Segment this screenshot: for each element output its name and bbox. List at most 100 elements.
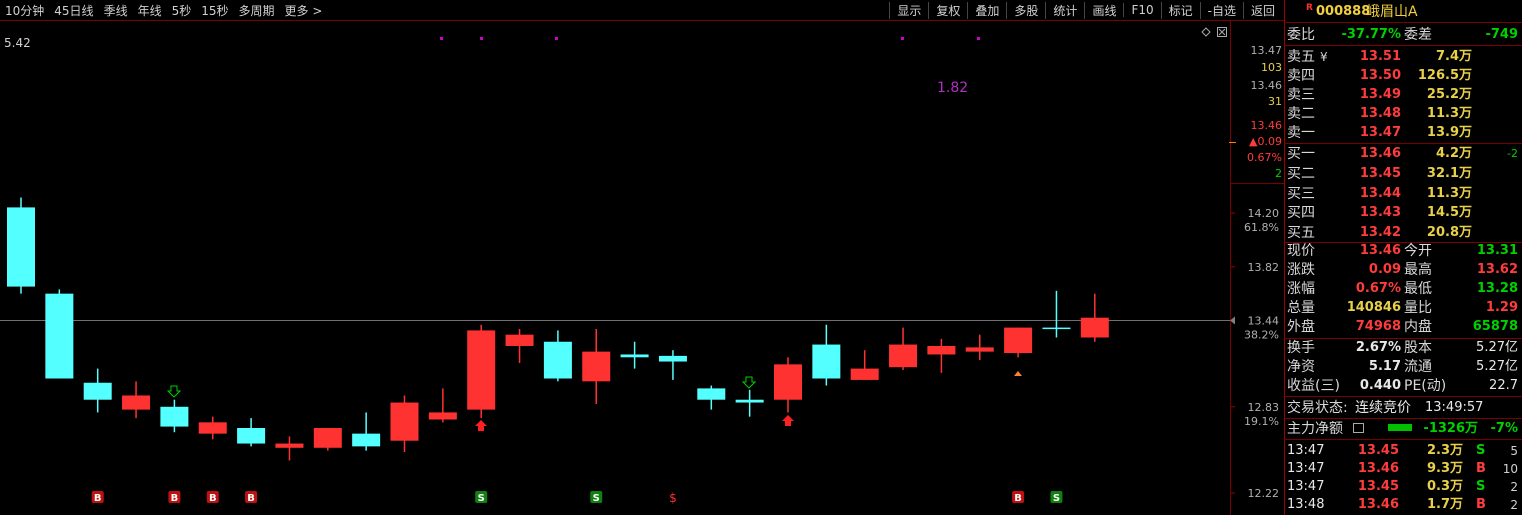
toolbar-button[interactable]: 统计	[1045, 1, 1084, 19]
value: 0.440	[1359, 378, 1401, 393]
signal-label: B	[94, 493, 102, 504]
toolbar-button[interactable]: 画线	[1084, 1, 1123, 19]
signal-label: B	[1014, 493, 1022, 504]
trade-count: 10	[1502, 462, 1518, 476]
toolbar-button[interactable]: 多周期	[238, 3, 275, 18]
toolbar-button[interactable]: 15秒	[201, 3, 229, 18]
trade-count: 2	[1510, 480, 1518, 494]
label: 总量	[1287, 300, 1315, 316]
value: 13.62	[1476, 262, 1518, 277]
label: 最低	[1404, 281, 1432, 297]
label: 量比	[1404, 300, 1432, 316]
value: 5.27亿	[1476, 359, 1518, 374]
stock-name: 峨眉山A	[1366, 4, 1418, 20]
trade-price: 13.45	[1357, 443, 1399, 458]
badge: R	[1306, 3, 1313, 13]
toolbar-button[interactable]: F10	[1123, 3, 1160, 17]
toolbar-button[interactable]: -自选	[1199, 1, 1243, 19]
y-tick-label: 13.82	[1248, 261, 1280, 274]
candle-body	[850, 368, 879, 380]
signal-label: S	[478, 493, 485, 504]
book-volume: 25.2万	[1426, 87, 1472, 102]
signal-label: B	[171, 493, 179, 504]
candle-body	[237, 427, 266, 444]
book-volume: 13.9万	[1426, 125, 1472, 140]
book-label: 卖三	[1287, 87, 1315, 103]
toolbar-button[interactable]: 季线	[103, 3, 128, 18]
value: -749	[1485, 27, 1518, 42]
trade-side: B	[1476, 497, 1486, 512]
trade-count: 2	[1510, 498, 1518, 512]
value: 2.67%	[1355, 340, 1401, 355]
candle-body	[122, 395, 151, 410]
candle-body	[198, 422, 227, 434]
book-icon: ¥	[1320, 50, 1328, 64]
book-label: 买四	[1287, 205, 1315, 222]
signal-box	[475, 491, 488, 503]
trade-price: 13.45	[1357, 479, 1399, 494]
book-price: 13.45	[1359, 165, 1401, 181]
signal-box	[206, 491, 219, 503]
toolbar-button[interactable]: 更多 >	[284, 3, 323, 18]
book-label: 买五	[1287, 225, 1315, 241]
book-label: 买一	[1287, 146, 1315, 162]
candle-body	[505, 334, 534, 346]
candle-body	[83, 382, 112, 400]
trade-side: S	[1476, 479, 1486, 494]
value: 65878	[1472, 319, 1518, 334]
chart: 5.42 1.82 14.20 13.82 13.44 12.83 12.22 61.8%…	[0, 20, 1284, 515]
toolbar-button[interactable]: 多股	[1006, 1, 1045, 19]
signal-box	[590, 491, 603, 503]
indicator-value: 5.42	[4, 36, 31, 50]
book-label: 买二	[1287, 165, 1315, 182]
candle-body	[543, 341, 572, 379]
trade-time: 13:47	[1287, 479, 1325, 494]
label: PE(动)	[1404, 378, 1447, 394]
y-pct-label: 61.8%	[1244, 221, 1279, 234]
book-label: 卖五	[1287, 49, 1315, 65]
book-price: 13.46	[1359, 146, 1401, 161]
book-volume: 20.8万	[1426, 225, 1472, 240]
stock-code: 000888	[1316, 4, 1371, 19]
toolbar-button[interactable]: 5秒	[171, 3, 192, 18]
trade-time: 13:47	[1287, 443, 1325, 458]
toolbar-button[interactable]: 10分钟	[5, 3, 45, 18]
candle-body	[735, 399, 764, 403]
candle-body	[582, 351, 611, 382]
period-toolbar: 10分钟 45日线 季线 年线 5秒 15秒 多周期 更多 >	[0, 0, 327, 20]
panel-separators	[1284, 22, 1522, 440]
book-volume: 11.3万	[1426, 106, 1472, 121]
label: 股本	[1404, 340, 1432, 356]
trade-volume: 9.3万	[1426, 461, 1463, 476]
value: 13.46	[1359, 243, 1401, 258]
value: 13.31	[1476, 243, 1518, 258]
label: 换手	[1287, 340, 1315, 356]
flow-pct: -7%	[1490, 421, 1518, 436]
book-volume: 7.4万	[1435, 49, 1472, 64]
toolbar-button[interactable]: 标记	[1160, 1, 1200, 19]
trade-time: 13:47	[1287, 461, 1325, 476]
book-volume: 32.1万	[1426, 165, 1472, 181]
y-tick-label: 13.44	[1248, 315, 1280, 328]
toolbar-button[interactable]: 45日线	[54, 3, 94, 18]
book-label: 卖一	[1287, 125, 1315, 141]
toolbar-button[interactable]: 年线	[137, 3, 162, 18]
book-volume: 4.2万	[1435, 146, 1472, 161]
flow-icon[interactable]	[1353, 423, 1364, 433]
book-label: 卖二	[1287, 106, 1315, 122]
toolbar-button[interactable]: 显示	[889, 1, 928, 19]
flow-value: -1326万	[1423, 421, 1478, 436]
label: 最高	[1404, 262, 1432, 278]
toolbar-button[interactable]: 复权	[928, 1, 967, 19]
toolbar-button[interactable]: 叠加	[967, 1, 1006, 19]
book-price: 13.44	[1359, 185, 1401, 201]
signal-box	[1050, 491, 1063, 503]
trade-side: S	[1476, 443, 1486, 458]
toolbar-button[interactable]: 返回	[1242, 1, 1282, 19]
chart-icons[interactable]	[1201, 27, 1227, 37]
mini-axis-label: 13.46	[1251, 79, 1283, 92]
candle-body	[428, 412, 457, 420]
label: 净资	[1287, 359, 1315, 375]
signal-label: B	[247, 493, 255, 504]
candle-body	[927, 345, 956, 355]
